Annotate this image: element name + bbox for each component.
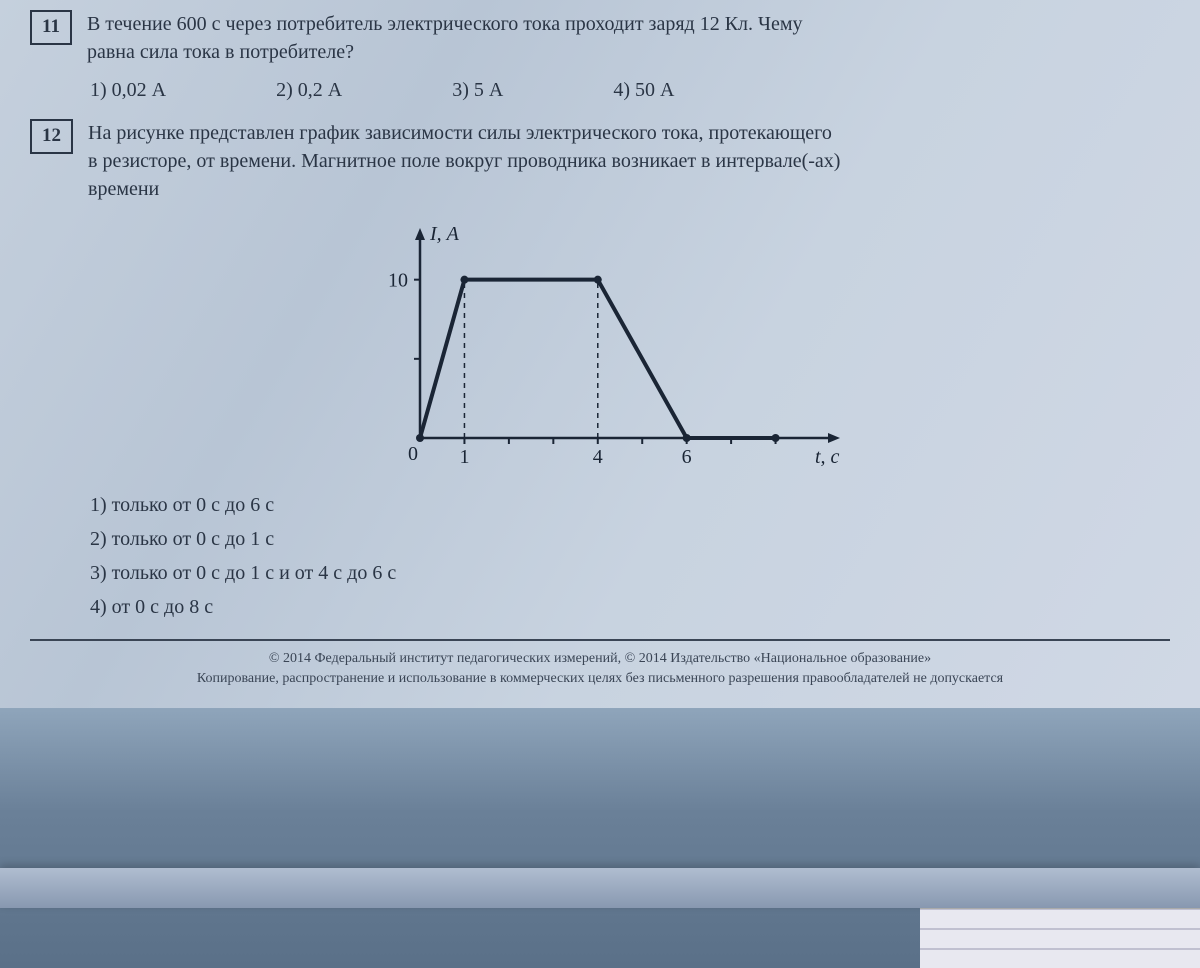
footer-line1: © 2014 Федеральный институт педагогическ…: [269, 651, 931, 666]
question-12: 12 На рисунке представлен график зависим…: [30, 119, 1170, 203]
footer-divider: [30, 639, 1170, 641]
svg-text:6: 6: [682, 446, 692, 468]
svg-text:I, А: I, А: [429, 223, 460, 245]
q11-options: 1) 0,02 А 2) 0,2 А 3) 5 А 4) 50 А: [90, 76, 1170, 104]
q11-option-3: 3) 5 А: [452, 76, 503, 104]
q12-answer-2: 2) только от 0 с до 1 с: [90, 522, 1170, 556]
exam-paper: 11 В течение 600 с через потребитель эле…: [0, 0, 1200, 708]
svg-text:4: 4: [593, 446, 603, 468]
q11-option-1: 1) 0,02 А: [90, 76, 166, 104]
question-12-text: На рисунке представлен график зависимост…: [88, 119, 1170, 203]
footer-line2: Копирование, распространение и использов…: [197, 671, 1003, 686]
current-time-chart: I, А t, с 10 0 1 4 6: [350, 218, 850, 478]
q11-option-4: 4) 50 А: [613, 76, 674, 104]
q12-line1: На рисунке представлен график зависимост…: [88, 122, 832, 144]
svg-text:t, с: t, с: [815, 446, 840, 468]
q12-line3: времени: [88, 178, 159, 200]
question-11-text: В течение 600 с через потребитель электр…: [87, 10, 1170, 66]
q11-line1: В течение 600 с через потребитель электр…: [87, 13, 803, 35]
svg-text:10: 10: [388, 270, 408, 292]
question-11: 11 В течение 600 с через потребитель эле…: [30, 10, 1170, 66]
notebook-edge: [920, 908, 1200, 968]
paper-fold: [0, 868, 1200, 908]
q12-answer-1: 1) только от 0 с до 6 с: [90, 488, 1170, 522]
question-number-11: 11: [30, 10, 72, 45]
q12-answer-3: 3) только от 0 с до 1 с и от 4 с до 6 с: [90, 556, 1170, 590]
q11-option-2: 2) 0,2 А: [276, 76, 342, 104]
q12-line2: в резисторе, от времени. Магнитное поле …: [88, 150, 840, 172]
desk-background: [0, 708, 1200, 968]
copyright-footer: © 2014 Федеральный институт педагогическ…: [30, 649, 1170, 688]
question-number-12: 12: [30, 119, 73, 154]
chart-container: I, А t, с 10 0 1 4 6: [30, 218, 1170, 478]
svg-text:1: 1: [459, 446, 469, 468]
q12-answer-4: 4) от 0 с до 8 с: [90, 590, 1170, 624]
q12-answers: 1) только от 0 с до 6 с 2) только от 0 с…: [90, 488, 1170, 624]
q11-line2: равна сила тока в потребителе?: [87, 41, 354, 63]
svg-text:0: 0: [408, 443, 418, 465]
